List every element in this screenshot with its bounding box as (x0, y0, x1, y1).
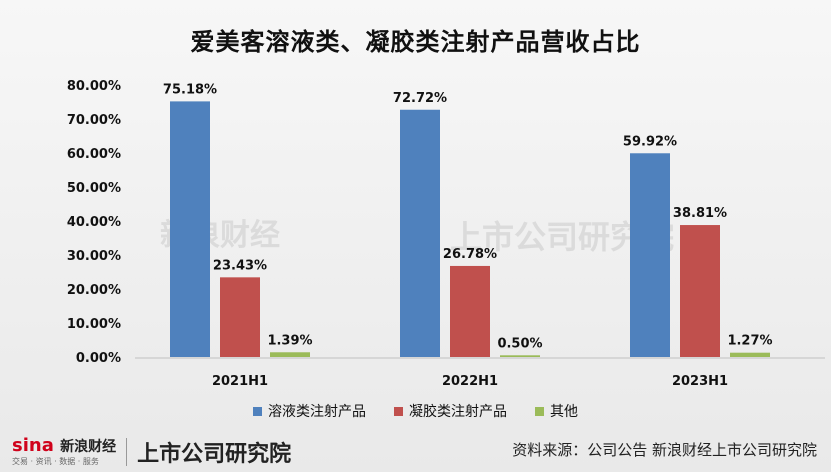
bar (170, 101, 210, 357)
legend-item: 溶液类注射产品 (253, 401, 366, 421)
bar (680, 225, 720, 357)
source-note: 资料来源：公司公告 新浪财经上市公司研究院 (512, 441, 817, 459)
research-logo: 上市公司研究院 (137, 441, 292, 467)
legend-item: 凝胶类注射产品 (394, 401, 507, 421)
data-label: 75.18% (163, 82, 217, 97)
data-label: 72.72% (393, 91, 447, 106)
data-label: 38.81% (673, 206, 727, 221)
y-tick-label: 0.00% (76, 351, 121, 366)
sina-logo: sina 新浪财经 交易 · 资讯 · 数据 · 服务 (12, 437, 116, 467)
bar (220, 277, 260, 357)
y-tick-label: 40.00% (67, 215, 121, 230)
legend-label: 溶液类注射产品 (268, 404, 366, 420)
legend-swatch (535, 406, 544, 416)
bar (500, 355, 540, 357)
bar (270, 352, 310, 357)
data-label: 1.39% (267, 333, 312, 348)
sina-name: 新浪财经 (60, 439, 117, 455)
bar (400, 109, 440, 357)
x-tick-label: 2023H1 (672, 374, 728, 389)
x-tick-label: 2022H1 (442, 374, 498, 389)
sina-logo-text: sina (12, 435, 54, 456)
x-tick-label: 2021H1 (212, 374, 268, 389)
legend-label: 凝胶类注射产品 (409, 404, 507, 420)
chart-title: 爱美客溶液类、凝胶类注射产品营收占比 (190, 28, 641, 56)
data-label: 0.50% (497, 336, 542, 351)
legend-swatch (394, 406, 403, 416)
bar-chart: 0.00% 10.00% 20.00% 30.00% 40.00% 50.00% 60.00… (67, 79, 825, 389)
data-label: 26.78% (443, 247, 497, 262)
bar (450, 265, 490, 357)
data-label: 59.92% (623, 134, 677, 149)
y-tick-label: 10.00% (67, 317, 121, 332)
legend-item: 其他 (535, 401, 578, 421)
y-tick-label: 30.00% (67, 249, 121, 264)
y-tick-label: 50.00% (67, 181, 121, 196)
sina-sub: 交易 · 资讯 · 数据 · 服务 (12, 457, 99, 466)
footer-brand: sina 新浪财经 交易 · 资讯 · 数据 · 服务 上市公司研究院 (12, 436, 291, 468)
brand-divider (126, 438, 128, 466)
data-label: 1.27% (727, 334, 772, 349)
bar (730, 352, 770, 357)
y-tick-label: 70.00% (67, 113, 121, 128)
y-tick-label: 20.00% (67, 283, 121, 298)
y-tick-label: 80.00% (67, 79, 121, 94)
chart-legend: 溶液类注射产品 凝胶类注射产品 其他 (0, 401, 831, 421)
legend-label: 其他 (550, 404, 578, 420)
y-tick-label: 60.00% (67, 147, 121, 162)
legend-swatch (253, 406, 262, 416)
data-label: 23.43% (213, 258, 267, 273)
bar (630, 153, 670, 357)
